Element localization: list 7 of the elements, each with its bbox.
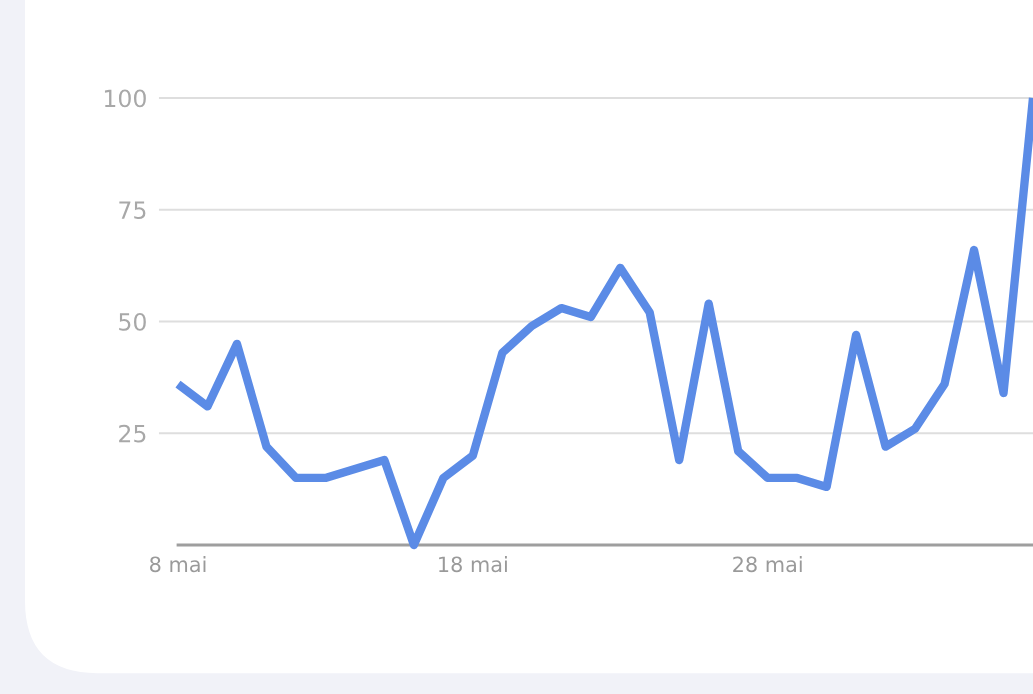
y-tick-label: 50	[119, 312, 146, 331]
x-tick-label: 8 mai	[150, 556, 206, 573]
y-tick-label: 75	[119, 201, 146, 220]
y-tick-label: 25	[119, 424, 146, 443]
x-tick-label: 18 mai	[439, 556, 507, 573]
x-tick-label: 28 mai	[733, 556, 802, 573]
y-tick-label: 100	[104, 89, 146, 108]
